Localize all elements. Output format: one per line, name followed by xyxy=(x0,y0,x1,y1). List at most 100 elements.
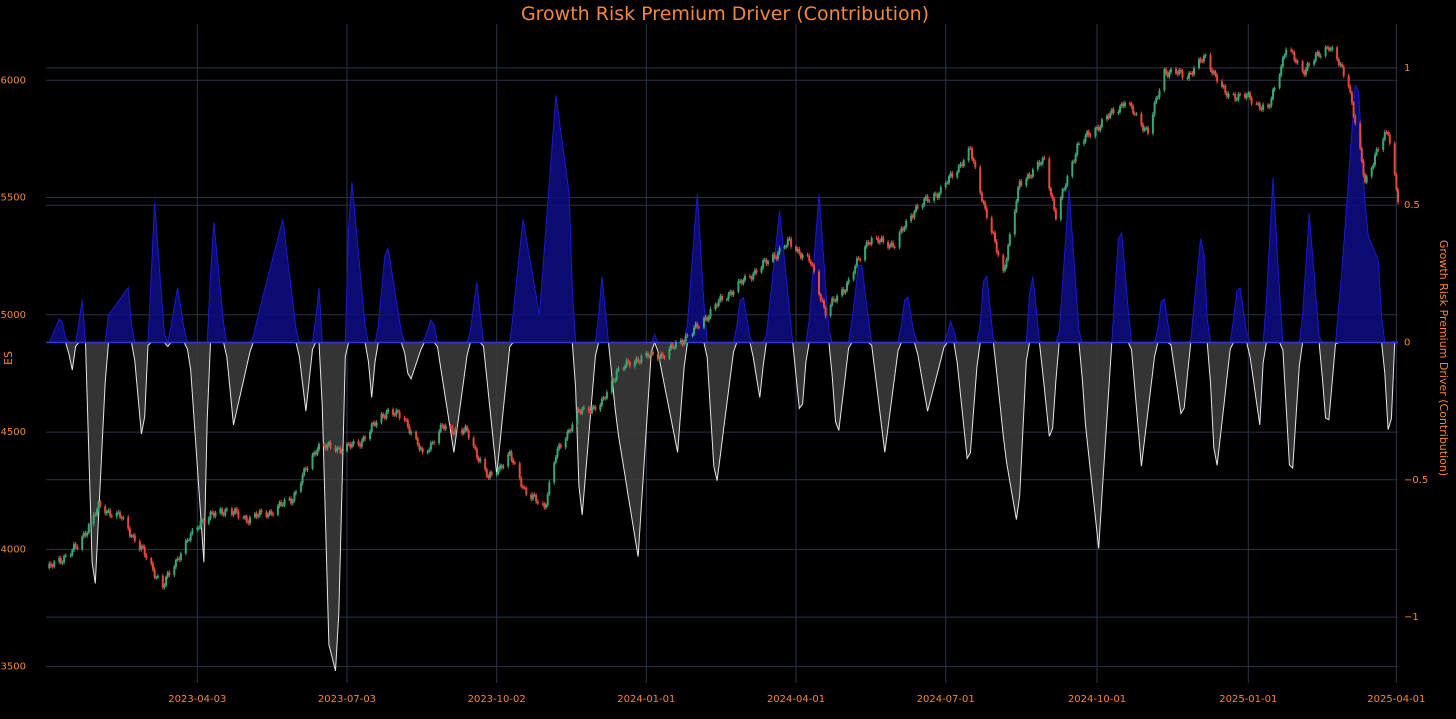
candle-body xyxy=(869,243,871,245)
candle-body xyxy=(1153,102,1156,115)
candle-body xyxy=(1122,103,1125,107)
candle-body xyxy=(1375,149,1378,155)
candle-body xyxy=(788,238,791,240)
candle-body xyxy=(1028,174,1031,177)
candle-body xyxy=(1053,198,1056,210)
x-tick-label: 2024-10-01 xyxy=(1068,694,1126,705)
candle-body xyxy=(916,206,919,208)
candle-body xyxy=(628,362,631,367)
candle-body xyxy=(87,524,90,533)
candle-body xyxy=(571,424,574,431)
candle-body xyxy=(202,520,205,524)
candle-body xyxy=(318,444,320,450)
candle-body xyxy=(926,196,929,201)
candle-body xyxy=(392,409,394,415)
candle-body xyxy=(921,205,924,208)
candle-body xyxy=(548,482,551,495)
candle-body xyxy=(554,456,557,463)
candle-body xyxy=(795,246,797,252)
candle-body xyxy=(587,407,590,412)
candle-body xyxy=(359,444,362,447)
candle-body xyxy=(877,238,880,243)
candle-body xyxy=(855,258,858,266)
candle-body xyxy=(397,410,399,412)
candle-body xyxy=(721,296,723,300)
candle-body xyxy=(311,454,314,469)
candle-body xyxy=(553,462,556,483)
candle-body xyxy=(990,217,993,233)
candle-body xyxy=(832,298,835,301)
candle-body xyxy=(765,259,768,264)
candle-body xyxy=(679,340,682,343)
candle-body xyxy=(614,379,617,382)
candle-body xyxy=(1387,132,1390,135)
candle-body xyxy=(1143,128,1146,131)
candle-body xyxy=(1306,63,1309,70)
candle-body xyxy=(265,512,268,517)
candle-body xyxy=(1314,54,1317,61)
candle-body xyxy=(903,227,906,231)
candle-body xyxy=(288,498,291,500)
candle-body xyxy=(222,513,225,516)
candle-body xyxy=(428,449,431,452)
x-tick-label: 2025-01-01 xyxy=(1219,694,1277,705)
candle-body xyxy=(520,478,523,487)
candle-body xyxy=(579,410,582,414)
candle-body xyxy=(1059,197,1062,220)
candle-body xyxy=(1316,52,1319,55)
candle-body xyxy=(467,430,470,439)
candle-body xyxy=(360,440,363,447)
candle-body xyxy=(1212,71,1215,74)
candle-body xyxy=(541,503,544,505)
candle-body xyxy=(969,148,972,150)
candle-body xyxy=(1339,64,1342,66)
candle-body xyxy=(510,451,513,460)
candle-body xyxy=(730,291,733,295)
candle-body xyxy=(408,426,411,434)
x-tick-label: 2025-04-01 xyxy=(1367,694,1425,705)
candle-body xyxy=(536,501,539,504)
candle-body xyxy=(523,487,526,489)
candle-body xyxy=(948,176,950,183)
candle-body xyxy=(281,504,284,506)
candle-body xyxy=(387,409,390,412)
candle-body xyxy=(502,466,505,468)
candle-body xyxy=(1008,234,1011,246)
candle-body xyxy=(1120,103,1123,107)
candle-body xyxy=(433,442,436,444)
candle-body xyxy=(199,520,202,528)
candle-body xyxy=(740,280,743,284)
candle-body xyxy=(393,414,396,416)
candle-body xyxy=(706,317,709,321)
candle-body xyxy=(714,304,717,310)
candle-body xyxy=(337,447,340,449)
candle-body xyxy=(915,206,918,212)
candle-body xyxy=(207,518,210,524)
candle-body xyxy=(416,438,419,445)
candle-body xyxy=(1313,61,1316,65)
candle-body xyxy=(105,511,108,514)
candle-body xyxy=(1308,63,1311,65)
candle-body xyxy=(1290,49,1293,51)
candle-body xyxy=(1201,60,1204,62)
candle-body xyxy=(82,533,85,537)
candle-body xyxy=(1388,134,1391,144)
candle-body xyxy=(395,410,398,416)
candle-body xyxy=(760,267,763,273)
es-candlestick-layer xyxy=(48,45,1399,590)
candle-body xyxy=(362,437,365,441)
candle-body xyxy=(693,327,695,334)
candle-body xyxy=(622,368,625,370)
candle-body xyxy=(1156,97,1159,99)
candle-body xyxy=(260,510,263,513)
candle-body xyxy=(145,555,148,559)
candle-body xyxy=(1350,92,1353,103)
candle-body xyxy=(962,160,965,166)
candle-body xyxy=(576,409,579,425)
candle-body xyxy=(1074,154,1077,162)
candle-body xyxy=(624,366,626,369)
candle-body xyxy=(1186,77,1189,79)
candle-body xyxy=(196,528,199,530)
candle-body xyxy=(73,544,75,550)
candle-body xyxy=(380,414,383,423)
